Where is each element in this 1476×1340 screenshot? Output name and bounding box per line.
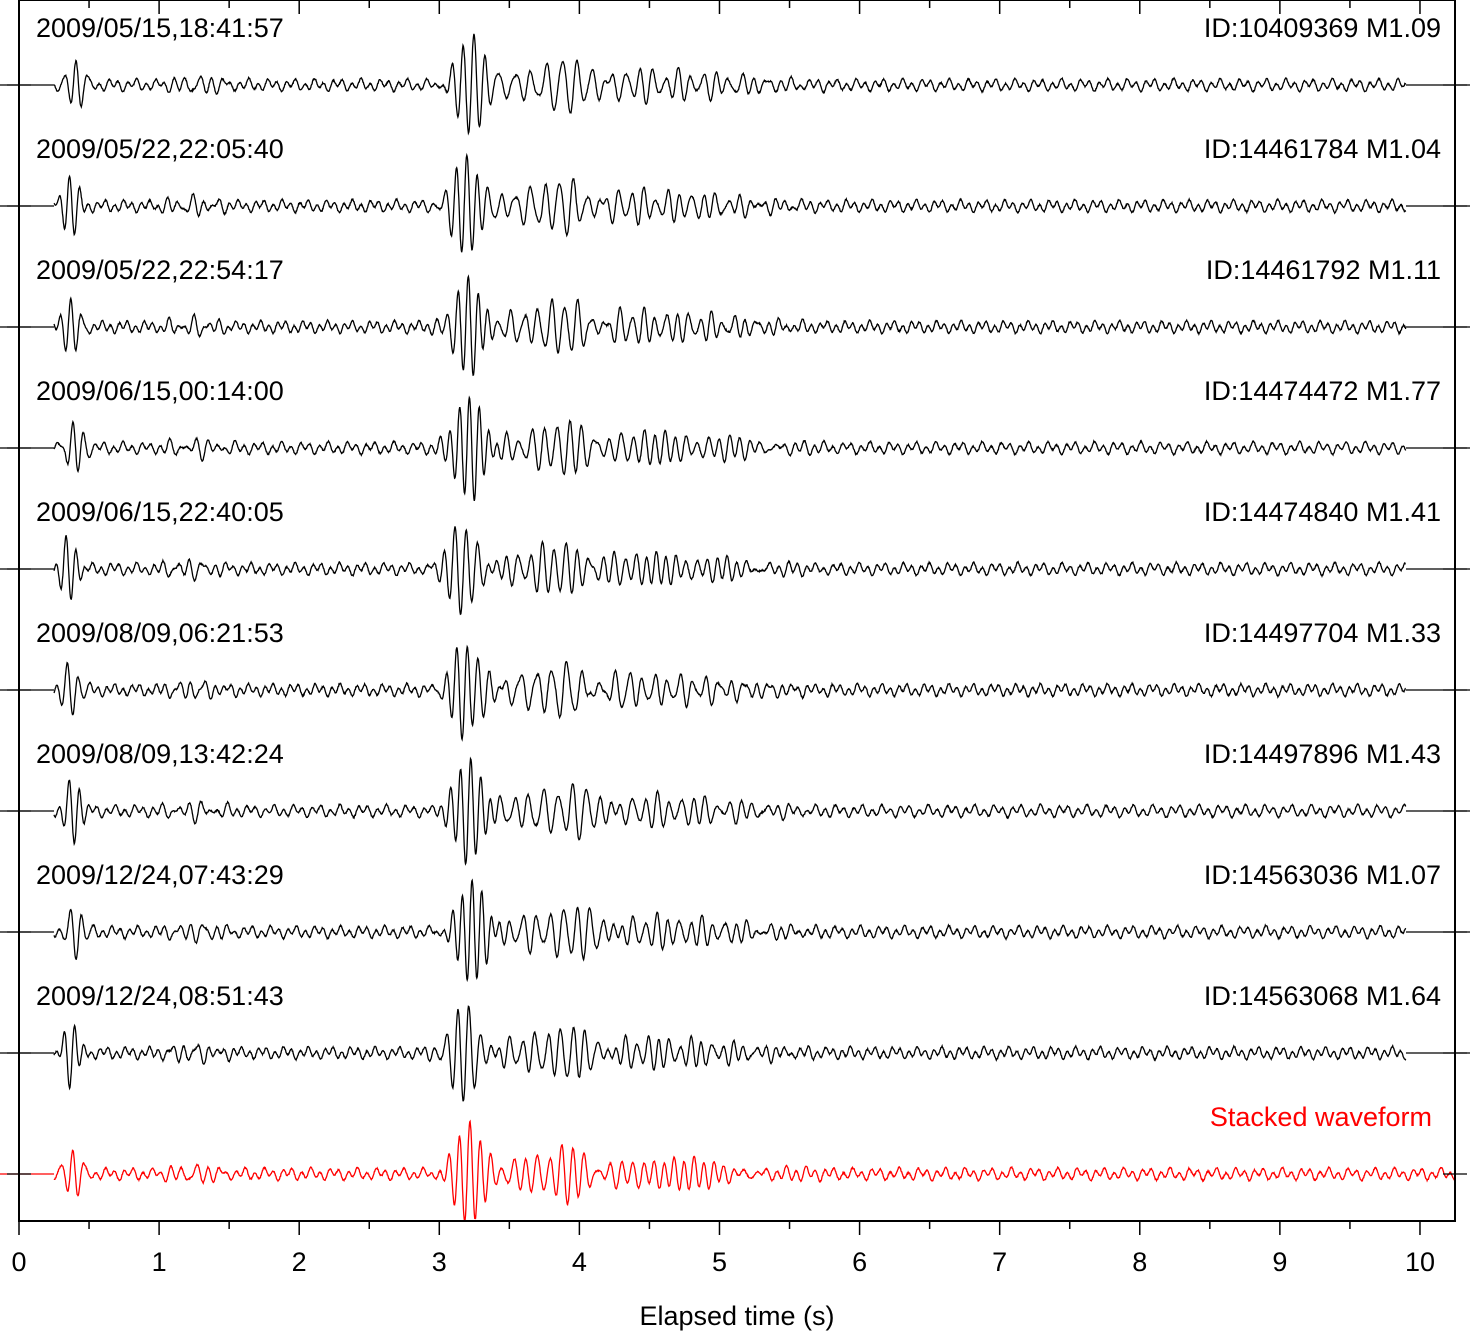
trace-1-id-magnitude: ID:10409369 M1.09: [1204, 13, 1441, 43]
trace-8-datetime: 2009/12/24,07:43:29: [36, 860, 284, 890]
trace-9-datetime: 2009/12/24,08:51:43: [36, 981, 284, 1011]
trace-5-line: [53, 526, 1406, 616]
stacked-line: [53, 1119, 1456, 1222]
axes-group: 0 1 2 3 4 5 6 7 8 9 10: [7, 0, 1467, 1277]
stacked-waveform-label: Stacked waveform: [1210, 1102, 1432, 1132]
trace-5-datetime: 2009/06/15,22:40:05: [36, 497, 284, 527]
trace-2-line: [53, 152, 1407, 253]
trace-label-group: 2009/05/15,18:41:57 ID:10409369 M1.09 2009…: [36, 13, 1441, 1132]
trace-4-datetime: 2009/06/15,00:14:00: [36, 376, 284, 406]
x-tick-label-4: 4: [572, 1247, 587, 1277]
x-tick-label-6: 6: [852, 1247, 867, 1277]
x-axis-label: Elapsed time (s): [639, 1301, 834, 1331]
trace-1-datetime: 2009/05/15,18:41:57: [36, 13, 284, 43]
trace-1-line: [53, 33, 1407, 136]
x-tick-label-10: 10: [1405, 1247, 1435, 1277]
trace-6-line: [53, 644, 1406, 742]
x-tick-label-9: 9: [1272, 1247, 1287, 1277]
x-tick-label-2: 2: [292, 1247, 307, 1277]
trace-3-line: [53, 274, 1407, 377]
plot-frame: [18, 0, 1456, 1222]
trace-8-line: [53, 878, 1407, 983]
trace-7-id-magnitude: ID:14497896 M1.43: [1204, 739, 1441, 769]
trace-6-id-magnitude: ID:14497704 M1.33: [1204, 618, 1441, 648]
trace-2-id-magnitude: ID:14461784 M1.04: [1204, 134, 1441, 164]
trace-7-line: [53, 756, 1407, 866]
trace-8-id-magnitude: ID:14563036 M1.07: [1204, 860, 1441, 890]
x-tick-label-0: 0: [11, 1247, 26, 1277]
x-tick-label-5: 5: [712, 1247, 727, 1277]
trace-4-line: [53, 395, 1407, 502]
trace-5-id-magnitude: ID:14474840 M1.41: [1204, 497, 1441, 527]
trace-9-line: [53, 1005, 1407, 1102]
x-tick-label-8: 8: [1132, 1247, 1147, 1277]
x-tick-label-3: 3: [432, 1247, 447, 1277]
trace-4-id-magnitude: ID:14474472 M1.77: [1204, 376, 1441, 406]
trace-3-datetime: 2009/05/22,22:54:17: [36, 255, 284, 285]
x-tick-label-1: 1: [152, 1247, 167, 1277]
trace-6-datetime: 2009/08/09,06:21:53: [36, 618, 284, 648]
trace-7-datetime: 2009/08/09,13:42:24: [36, 739, 284, 769]
trace-9-id-magnitude: ID:14563068 M1.64: [1204, 981, 1441, 1011]
x-tick-label-7: 7: [992, 1247, 1007, 1277]
trace-2-datetime: 2009/05/22,22:05:40: [36, 134, 284, 164]
trace-3-id-magnitude: ID:14461792 M1.11: [1206, 255, 1441, 285]
